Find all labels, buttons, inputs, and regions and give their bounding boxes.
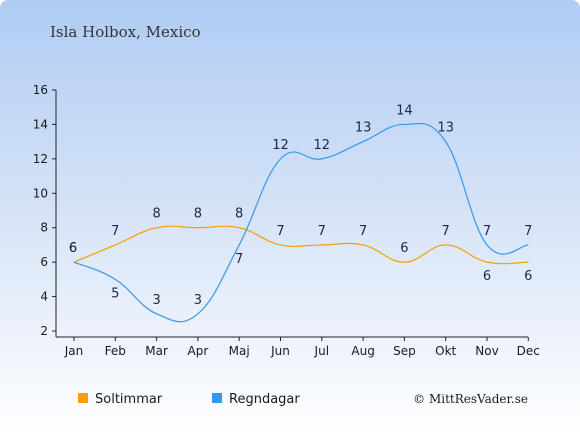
legend-label-regndagar: Regndagar (229, 392, 300, 407)
x-tick-label: Nov (475, 344, 498, 358)
legend-label-soltimmar: Soltimmar (95, 392, 163, 407)
data-label-soltimmar: 6 (524, 269, 532, 284)
data-label-soltimmar: 8 (235, 207, 243, 222)
series-line-soltimmar (73, 225, 529, 265)
data-label-regndagar: 13 (355, 121, 372, 136)
y-tick-label: 8 (40, 221, 48, 235)
data-label-regndagar: 6 (69, 241, 77, 256)
x-tick-label: Sep (393, 344, 416, 358)
data-label-regndagar: 3 (194, 293, 202, 308)
axes: 2 4 6 8 10 12 14 16 Jan Feb Mar Apr Maj Jun Jul Aug Sep O… (33, 83, 540, 358)
x-tick-label: Dec (517, 344, 540, 358)
y-tick-label: 12 (33, 152, 48, 166)
x-tick-label: Okt (435, 344, 456, 358)
data-label-soltimmar: 6 (483, 269, 491, 284)
x-tick-label: Jun (270, 344, 290, 358)
x-tick-label: Feb (105, 344, 126, 358)
x-tick-label: Jan (64, 344, 84, 358)
data-label-soltimmar: 7 (276, 224, 284, 239)
data-label-soltimmar: 6 (400, 241, 408, 256)
data-label-soltimmar: 8 (152, 207, 160, 222)
y-tick-label: 14 (33, 117, 48, 131)
y-tick-label: 6 (40, 255, 48, 269)
x-tick-label: Maj (229, 344, 250, 358)
legend: Soltimmar Regndagar (78, 392, 300, 407)
data-label-regndagar: 3 (152, 293, 160, 308)
x-tick-label: Jul (314, 344, 329, 358)
data-label-regndagar: 7 (524, 224, 532, 239)
data-label-soltimmar: 7 (359, 224, 367, 239)
data-label-regndagar: 7 (483, 224, 491, 239)
y-tick-label: 2 (40, 324, 48, 338)
data-label-regndagar: 7 (235, 252, 243, 267)
credit-text: © MittResVader.se (413, 392, 528, 406)
series-line-regndagar (73, 122, 529, 323)
legend-swatch-regndagar (212, 393, 222, 403)
data-label-soltimmar: 7 (442, 224, 450, 239)
x-tick-label: Apr (188, 344, 209, 358)
data-label-regndagar: 13 (437, 121, 454, 136)
series-layer (73, 122, 529, 323)
data-label-regndagar: 14 (396, 103, 413, 118)
legend-swatch-soltimmar (78, 393, 88, 403)
y-tick-label: 16 (33, 83, 48, 97)
data-label-soltimmar: 7 (318, 224, 326, 239)
data-label-soltimmar: 7 (111, 224, 119, 239)
data-label-regndagar: 12 (314, 138, 331, 153)
x-tick-label: Mar (145, 344, 168, 358)
data-label-regndagar: 5 (111, 286, 119, 301)
x-tick-label: Aug (351, 344, 374, 358)
data-label-regndagar: 12 (272, 138, 289, 153)
y-tick-label: 10 (33, 186, 48, 200)
data-label-soltimmar: 8 (194, 207, 202, 222)
y-tick-label: 4 (40, 290, 48, 304)
chart-title: Isla Holbox, Mexico (50, 23, 201, 41)
data-label-soltimmar: 6 (69, 241, 77, 256)
